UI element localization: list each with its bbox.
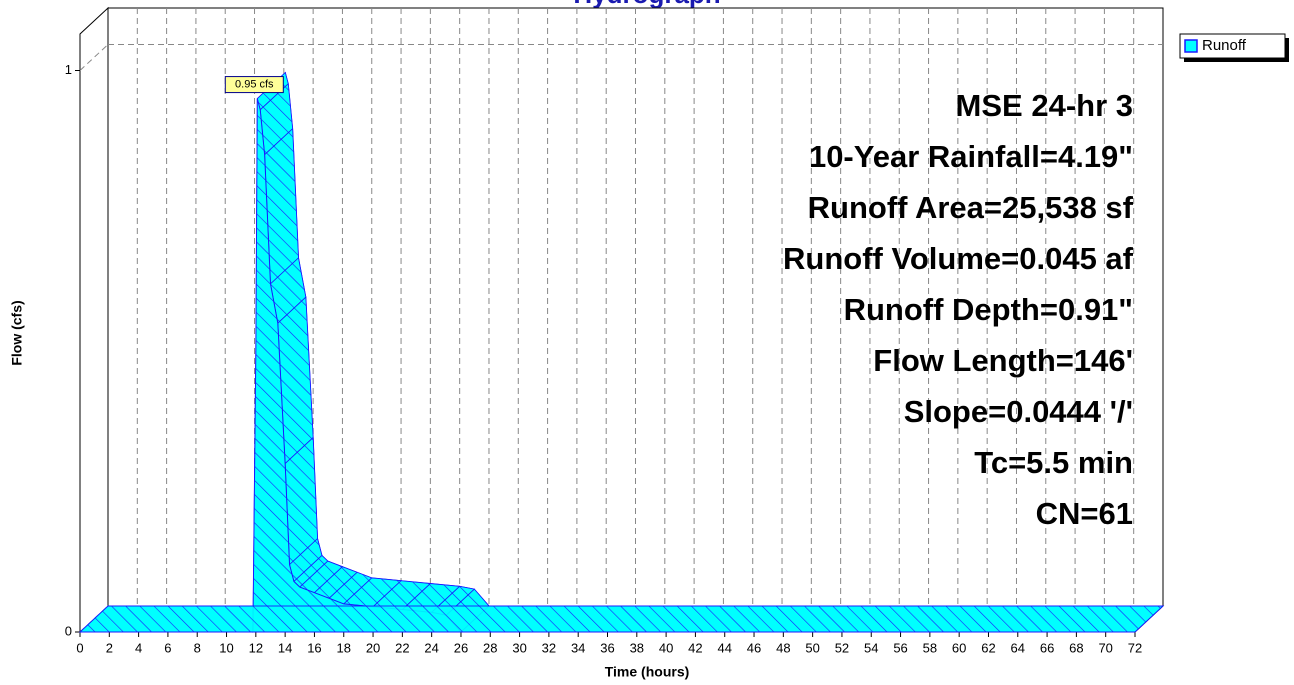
annotation: Flow Length=146' xyxy=(873,343,1133,378)
grid-line xyxy=(79,44,109,71)
chart-title: Hydrograph xyxy=(573,0,720,9)
y-tick-label: 1 xyxy=(65,62,72,77)
x-tick-label: 16 xyxy=(307,640,321,655)
x-tick-label: 22 xyxy=(395,640,409,655)
x-tick-label: 64 xyxy=(1011,640,1025,655)
x-tick-label: 34 xyxy=(571,640,585,655)
x-tick-label: 36 xyxy=(600,640,614,655)
legend-label: Runoff xyxy=(1202,37,1247,54)
annotation: Runoff Volume=0.045 af xyxy=(783,241,1134,276)
x-tick-label: 2 xyxy=(106,640,113,655)
x-tick-label: 42 xyxy=(688,640,702,655)
x-tick-label: 54 xyxy=(864,640,878,655)
annotation: CN=61 xyxy=(1036,496,1133,531)
x-axis-label: Time (hours) xyxy=(605,664,690,680)
value-label-box xyxy=(224,76,284,94)
x-tick-label: 14 xyxy=(278,640,292,655)
x-tick-label: 46 xyxy=(747,640,761,655)
x-tick-label: 10 xyxy=(219,640,233,655)
legend-swatch xyxy=(1184,39,1198,53)
x-tick-label: 30 xyxy=(512,640,526,655)
x-tick-label: 8 xyxy=(194,640,201,655)
x-tick-label: 56 xyxy=(893,640,907,655)
side-wall xyxy=(79,6,109,632)
x-tick-label: 58 xyxy=(923,640,937,655)
x-tick-label: 6 xyxy=(164,640,171,655)
y-tick-label: 0 xyxy=(65,623,72,638)
value-label: 0.95 cfs xyxy=(235,78,274,90)
x-tick-label: 24 xyxy=(424,640,438,655)
annotation: MSE 24-hr 3 xyxy=(956,88,1133,123)
area-base xyxy=(78,605,1165,633)
x-tick-label: 32 xyxy=(542,640,556,655)
x-tick-label: 38 xyxy=(630,640,644,655)
x-tick-label: 28 xyxy=(483,640,497,655)
x-tick-label: 12 xyxy=(249,640,263,655)
x-tick-label: 60 xyxy=(952,640,966,655)
x-tick-label: 4 xyxy=(135,640,142,655)
x-tick-label: 72 xyxy=(1128,640,1142,655)
y-axis-label: Flow (cfs) xyxy=(9,300,25,365)
annotation: Slope=0.0444 '/' xyxy=(904,394,1133,429)
x-tick-label: 26 xyxy=(454,640,468,655)
annotation: Tc=5.5 min xyxy=(974,445,1133,480)
annotation: Runoff Area=25,538 sf xyxy=(808,190,1134,225)
x-tick-label: 0 xyxy=(76,640,83,655)
x-tick-label: 52 xyxy=(835,640,849,655)
x-tick-label: 44 xyxy=(717,640,731,655)
annotation: 10-Year Rainfall=4.19" xyxy=(809,139,1133,174)
x-tick-label: 48 xyxy=(776,640,790,655)
x-tick-label: 20 xyxy=(366,640,380,655)
x-tick-label: 18 xyxy=(337,640,351,655)
x-tick-label: 40 xyxy=(659,640,673,655)
x-tick-label: 50 xyxy=(805,640,819,655)
x-tick-label: 70 xyxy=(1098,640,1112,655)
annotation: Runoff Depth=0.91" xyxy=(844,292,1133,327)
x-tick-label: 68 xyxy=(1069,640,1083,655)
x-tick-label: 62 xyxy=(981,640,995,655)
x-tick-label: 66 xyxy=(1040,640,1054,655)
